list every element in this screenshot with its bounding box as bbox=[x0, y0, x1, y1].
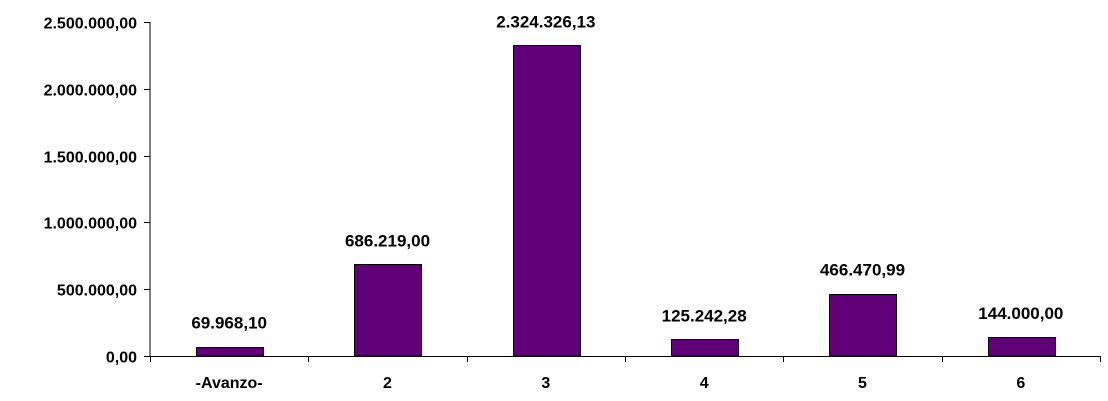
y-tick-label: 2.000.000,00 bbox=[44, 83, 138, 100]
x-tick-label: 6 bbox=[1016, 375, 1025, 392]
x-axis: -Avanzo- 2 3 4 5 6 bbox=[150, 356, 1101, 392]
bar bbox=[829, 294, 897, 357]
y-tick-label: 500.000,00 bbox=[57, 283, 137, 300]
data-label: 144.000,00 bbox=[978, 304, 1063, 323]
bar bbox=[988, 337, 1056, 357]
y-tick-label: 1.000.000,00 bbox=[44, 216, 138, 233]
bar bbox=[671, 339, 739, 357]
y-tick-label: 2.500.000,00 bbox=[44, 16, 138, 33]
bar bbox=[196, 347, 264, 357]
data-label: 125.242,28 bbox=[662, 306, 747, 325]
x-tick-label: 3 bbox=[541, 375, 550, 392]
bar bbox=[513, 45, 581, 357]
y-tick-label: 0,00 bbox=[106, 350, 137, 367]
data-labels-group: 69.968,10 686.219,00 2.324.326,13 125.242,2… bbox=[191, 12, 1063, 332]
x-tick-label: -Avanzo- bbox=[196, 375, 263, 392]
data-label: 686.219,00 bbox=[345, 231, 430, 250]
x-tick-label: 5 bbox=[858, 375, 867, 392]
data-label: 69.968,10 bbox=[191, 314, 267, 333]
x-tick-label: 2 bbox=[383, 375, 392, 392]
y-axis: 0,00 500.000,00 1.000.000,00 1.500.000,00 2.… bbox=[44, 16, 151, 367]
bars-group bbox=[196, 45, 1056, 357]
bar bbox=[354, 264, 422, 357]
y-tick-label: 1.500.000,00 bbox=[44, 150, 138, 167]
data-label: 466.470,99 bbox=[820, 261, 905, 280]
data-label: 2.324.326,13 bbox=[496, 12, 595, 31]
x-tick-label: 4 bbox=[700, 375, 709, 392]
